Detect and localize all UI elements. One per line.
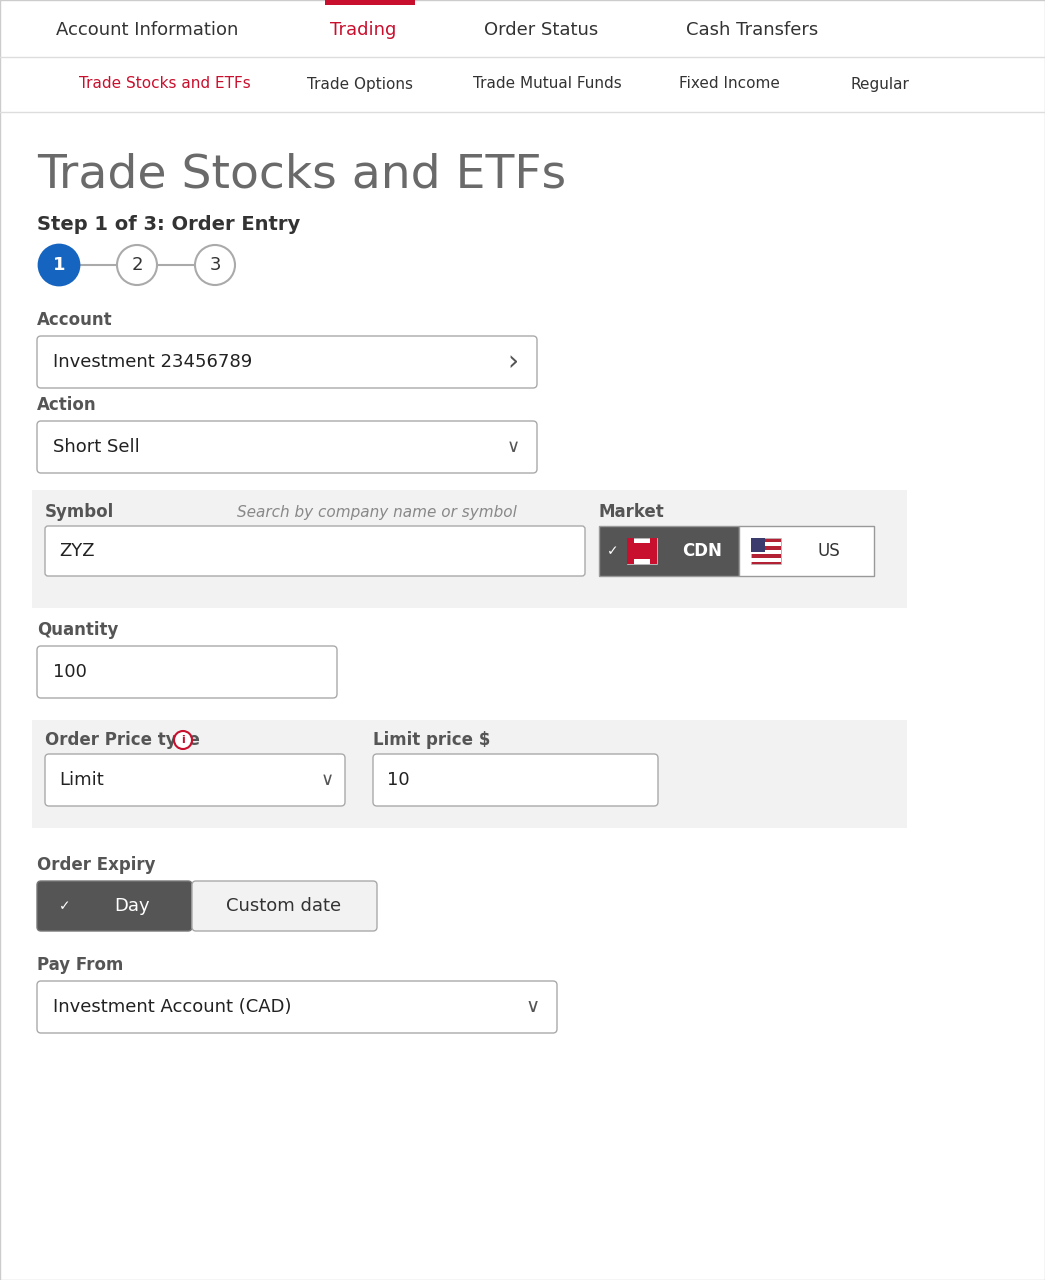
FancyBboxPatch shape [37, 335, 537, 388]
Circle shape [175, 731, 192, 749]
Text: Trade Options: Trade Options [307, 77, 413, 91]
Text: 10: 10 [387, 771, 410, 788]
Circle shape [117, 244, 157, 285]
Bar [751, 550, 781, 554]
Text: Cash Transfers: Cash Transfers [686, 20, 818, 38]
Text: Trade Mutual Funds: Trade Mutual Funds [472, 77, 622, 91]
Text: Short Sell: Short Sell [53, 438, 140, 456]
FancyBboxPatch shape [37, 421, 537, 474]
Circle shape [39, 244, 79, 285]
FancyBboxPatch shape [373, 754, 658, 806]
Text: Day: Day [114, 897, 149, 915]
Text: Account: Account [37, 311, 113, 329]
FancyBboxPatch shape [37, 980, 557, 1033]
FancyBboxPatch shape [37, 881, 192, 931]
Text: Trading: Trading [330, 20, 396, 38]
Text: ›: › [508, 348, 518, 376]
Text: Quantity: Quantity [37, 621, 118, 639]
Text: Action: Action [37, 396, 96, 413]
Text: Order Expiry: Order Expiry [37, 856, 156, 874]
FancyBboxPatch shape [45, 754, 345, 806]
Text: Market: Market [599, 503, 665, 521]
Text: ∨: ∨ [321, 771, 333, 788]
Text: Limit price $: Limit price $ [373, 731, 490, 749]
Text: CDN: CDN [682, 541, 722, 561]
Text: 1: 1 [52, 256, 65, 274]
Text: Trade Stocks and ETFs: Trade Stocks and ETFs [79, 77, 251, 91]
Text: US: US [817, 541, 840, 561]
Text: Custom date: Custom date [227, 897, 342, 915]
Text: Trade Stocks and ETFs: Trade Stocks and ETFs [37, 152, 566, 197]
Bar [32, 719, 907, 828]
Bar [627, 538, 657, 564]
Bar [32, 490, 907, 608]
Bar [650, 538, 657, 564]
FancyBboxPatch shape [37, 646, 336, 698]
Text: Investment 23456789: Investment 23456789 [53, 353, 252, 371]
Text: 100: 100 [53, 663, 87, 681]
Text: ∨: ∨ [526, 997, 540, 1016]
Bar [751, 541, 781, 547]
Text: Order Status: Order Status [484, 20, 598, 38]
Text: ZYZ: ZYZ [59, 541, 94, 561]
Text: ∨: ∨ [507, 438, 519, 456]
FancyBboxPatch shape [45, 526, 585, 576]
Text: Pay From: Pay From [37, 956, 123, 974]
Bar [751, 538, 781, 564]
Text: Step 1 of 3: Order Entry: Step 1 of 3: Order Entry [37, 215, 300, 234]
Text: Regular: Regular [851, 77, 909, 91]
Bar [325, 0, 415, 5]
Text: Limit: Limit [59, 771, 103, 788]
Text: Fixed Income: Fixed Income [678, 77, 780, 91]
Bar [751, 558, 781, 562]
Bar [634, 543, 650, 559]
Text: ✓: ✓ [607, 544, 619, 558]
Text: Search by company name or symbol: Search by company name or symbol [237, 504, 517, 520]
Bar [739, 526, 874, 576]
Circle shape [195, 244, 235, 285]
Bar [627, 538, 634, 564]
Text: i: i [181, 735, 185, 745]
Text: Symbol: Symbol [45, 503, 114, 521]
Bar [599, 526, 739, 576]
Text: 2: 2 [132, 256, 143, 274]
Text: Account Information: Account Information [55, 20, 238, 38]
Bar [751, 538, 765, 552]
FancyBboxPatch shape [192, 881, 377, 931]
Text: 3: 3 [209, 256, 220, 274]
Text: Order Price type: Order Price type [45, 731, 200, 749]
Text: ✓: ✓ [60, 899, 71, 913]
Text: Investment Account (CAD): Investment Account (CAD) [53, 998, 292, 1016]
